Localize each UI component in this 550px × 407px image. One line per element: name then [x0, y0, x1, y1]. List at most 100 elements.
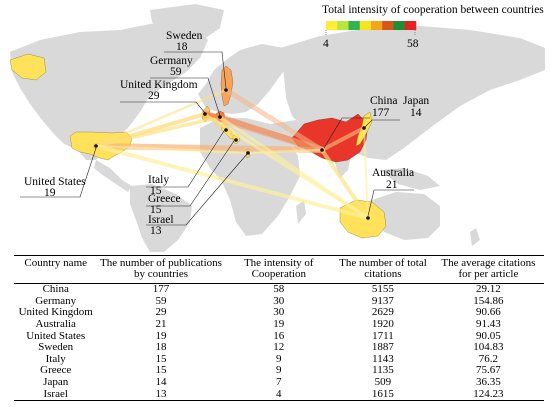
table-cell: 29.12 — [476, 283, 501, 296]
table-cell: 36.35 — [476, 376, 501, 389]
table-cell: 1887 — [371, 341, 394, 354]
dot-japan — [362, 126, 366, 130]
legend-swatch — [326, 21, 338, 30]
table-row: Greece 15 9 1135 75.67 — [14, 365, 544, 377]
leader-greece — [146, 140, 235, 207]
table-cell: 509 — [374, 376, 392, 389]
table-cell: 59 — [155, 294, 167, 307]
dot-china — [320, 148, 324, 152]
sweden-shape — [220, 65, 234, 107]
table-row: Italy 15 9 1143 76.2 — [14, 354, 544, 366]
legend-swatch — [359, 21, 372, 30]
cooperation-links — [93, 87, 370, 220]
leader-japan — [364, 119, 400, 128]
table-cell: Germany — [35, 294, 77, 307]
dot-germany — [218, 115, 222, 119]
table-cell: Sweden — [38, 341, 74, 354]
label-italy-name: Italy — [148, 174, 169, 186]
table-cell: 1920 — [371, 318, 394, 331]
link-japan-australia — [363, 127, 369, 219]
leader-sweden — [164, 51, 227, 89]
table-cell: 154.86 — [473, 294, 504, 307]
leader-china — [323, 117, 370, 149]
label-us-name: United States — [24, 176, 86, 188]
link-sweden-china — [223, 87, 325, 153]
table-row: United States 19 16 1711 90.05 — [14, 330, 544, 342]
link-germany-china — [217, 114, 325, 153]
label-greece-name: Greece — [148, 193, 181, 205]
table-cell: 91.43 — [476, 318, 501, 331]
legend-title: Total intensity of cooperation between c… — [322, 4, 544, 16]
link-sweden-us — [94, 88, 228, 148]
madagascar — [296, 200, 306, 224]
table-cell: Greece — [40, 364, 72, 377]
label-uk-value: 29 — [148, 90, 160, 102]
table-cell: 9 — [276, 364, 282, 377]
alaska-shape — [9, 53, 47, 81]
header-average-citations: The average citations for per article — [441, 257, 536, 280]
australia-landmass — [372, 192, 440, 240]
label-uk-name: United Kingdom — [120, 79, 198, 91]
link-china-australia — [320, 148, 370, 220]
table-cell: 9137 — [371, 294, 394, 307]
header-publications: The number of publications by countries — [100, 257, 222, 280]
south-america — [130, 184, 192, 252]
label-australia-name: Australia — [372, 167, 414, 179]
country-labels: Sweden 18 Germany 59 United Kingdom 29 C… — [24, 30, 429, 237]
leader-lines — [20, 51, 414, 226]
europe — [198, 44, 290, 114]
dot-sweden — [224, 88, 228, 92]
table-cell: 18 — [155, 341, 167, 354]
table-cell: 2629 — [371, 306, 394, 319]
table-cell: 15 — [155, 364, 167, 377]
table-cell: 9 — [276, 352, 282, 365]
table-row: Japan 14 7 509 36.35 — [14, 377, 544, 389]
table-header-row: Country name The number of publications … — [14, 255, 544, 284]
greenland — [150, 4, 224, 44]
table-cell: 177 — [152, 283, 170, 296]
dot-italy — [224, 128, 228, 132]
legend-swatch — [393, 21, 406, 30]
label-greece-value: 15 — [150, 204, 162, 216]
central-america — [94, 160, 132, 192]
table-cell: China — [42, 283, 69, 296]
table-cell: 104.83 — [473, 341, 504, 354]
label-sweden-value: 18 — [176, 41, 188, 53]
label-us-value: 19 — [44, 187, 56, 199]
table-row: Australia 21 19 1920 91.43 — [14, 319, 544, 331]
new-zealand — [470, 228, 480, 246]
table-cell: 58 — [273, 283, 285, 296]
legend-swatch — [404, 21, 417, 30]
table-row: Sweden 18 12 1887 104.83 — [14, 342, 544, 354]
dot-uk — [203, 112, 207, 116]
link-israel-china — [246, 148, 324, 155]
table-cell: 29 — [155, 306, 167, 319]
table-row: Germany 59 30 9137 154.86 — [14, 296, 544, 308]
table-cell: 1135 — [372, 364, 394, 377]
label-japan-value: 14 — [410, 107, 422, 119]
label-sweden-name: Sweden — [166, 30, 203, 42]
country-dots — [94, 88, 370, 220]
table-cell: 21 — [155, 318, 167, 331]
table-cell: 124.23 — [473, 387, 504, 400]
legend-max-label: 58 — [407, 38, 419, 50]
table-cell: 19 — [273, 318, 285, 331]
table-cell: 1143 — [372, 352, 394, 365]
leader-israel — [146, 153, 248, 226]
table-cell: 5155 — [371, 283, 394, 296]
table-cell: 12 — [273, 341, 285, 354]
table-cell: 30 — [273, 294, 285, 307]
label-china-name: China — [370, 95, 397, 107]
table-cell: 13 — [155, 387, 167, 400]
link-us-australia — [94, 144, 370, 220]
table-row: Israel 13 4 1615 124.23 — [14, 387, 544, 401]
legend-swatch — [348, 21, 361, 30]
header-country-name: Country name — [24, 257, 88, 269]
legend-swatch — [337, 21, 349, 30]
link-us-germany — [94, 115, 222, 148]
label-germany-name: Germany — [150, 55, 193, 67]
table-cell: 1615 — [371, 387, 394, 400]
table-cell: United States — [26, 329, 86, 342]
link-uk-italy — [203, 112, 228, 132]
